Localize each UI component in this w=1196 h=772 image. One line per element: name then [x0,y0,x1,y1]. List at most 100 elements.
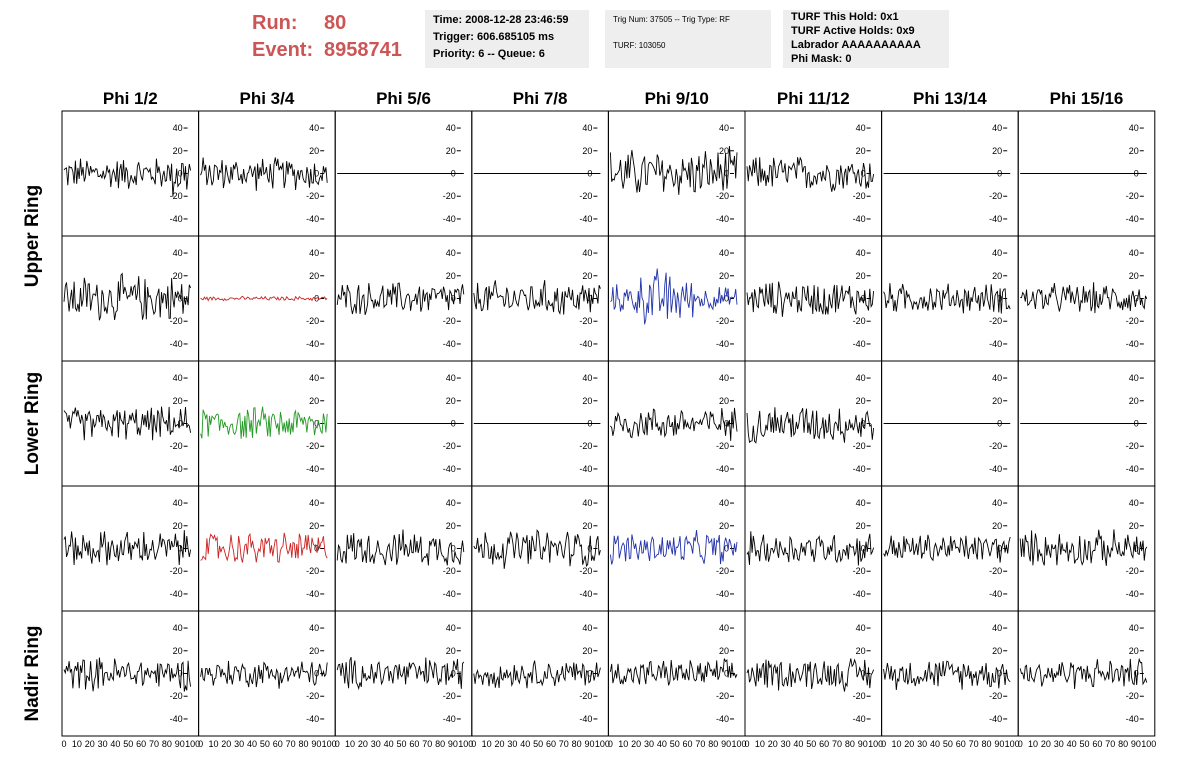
column-header: Phi 1/2 [103,89,158,108]
y-tick-label: -20 [989,316,1002,326]
panels: 40 20 0 -20 -40 40 20 0 -20 -40 40 20 0 -20 -40 40 20 0 -2… [61,110,1156,749]
waveform-line [63,530,192,566]
y-tick-label: 20 [1129,271,1139,281]
y-tick-label: 20 [856,146,866,156]
waveform-line [473,660,601,689]
y-tick-label: -20 [853,191,866,201]
y-tick-label: 20 [719,646,729,656]
y-tick-label: -20 [443,691,456,701]
x-tick-label: 30 [781,739,791,749]
y-tick-label: -20 [989,566,1002,576]
x-tick-label: 50 [670,739,680,749]
y-tick-label: 40 [992,623,1002,633]
y-tick-label: -40 [716,714,729,724]
x-tick-label: 0 [471,739,476,749]
y-tick-label: -20 [579,691,592,701]
column-header: Phi 5/6 [376,89,431,108]
x-tick-label: 30 [1054,739,1064,749]
y-tick-label: 40 [856,373,866,383]
y-tick-label: 20 [173,396,183,406]
waveform-line [336,656,465,691]
x-tick-label: 50 [943,739,953,749]
x-tick-label: 10 [482,739,492,749]
y-tick-label: 20 [719,271,729,281]
waveform-line [336,282,465,316]
y-tick-label: 40 [446,248,456,258]
y-tick-label: -40 [579,714,592,724]
waveform-line [609,530,738,565]
y-tick-label: -20 [1126,191,1139,201]
y-tick-label: 40 [719,498,729,508]
x-tick-label: 20 [358,739,368,749]
waveform-line [63,406,192,441]
column-headers: Phi 1/2 Phi 3/4 Phi 5/6 Phi 7/8 Phi 9/10 Phi … [103,89,1123,108]
waveform-line [200,406,328,439]
ring-label: Upper Ring [22,185,43,287]
trig-info-box: Trig Num: 37505 -- Trig Type: RF TURF: 1… [605,10,771,68]
x-tick-label: 70 [559,739,569,749]
y-tick-label: -40 [853,214,866,224]
x-tick-label: 100 [322,739,337,749]
y-tick-label: -40 [579,214,592,224]
y-tick-label: 0 [724,669,729,679]
y-tick-label: -20 [989,691,1002,701]
y-tick-label: 40 [446,498,456,508]
y-tick-label: -40 [1126,714,1139,724]
x-tick-label: 40 [110,739,120,749]
y-tick-label: 0 [178,419,183,429]
x-tick-label: 90 [858,739,868,749]
y-tick-label: 40 [309,248,319,258]
waveform-line [746,407,875,444]
waveform-line [883,534,1011,563]
y-tick-label: -20 [443,316,456,326]
y-tick-label: -20 [170,441,183,451]
waveform-line [1019,529,1148,566]
column-header: Phi 15/16 [1050,89,1124,108]
x-tick-label: 100 [595,739,610,749]
y-tick-label: 0 [1134,294,1139,304]
y-tick-label: -40 [579,589,592,599]
x-tick-label: 80 [1118,739,1128,749]
y-tick-label: -40 [306,714,319,724]
x-tick-label: 10 [891,739,901,749]
y-tick-label: 0 [724,294,729,304]
y-tick-label: 20 [856,521,866,531]
waveform-line [200,532,328,563]
x-tick-label: 100 [185,739,200,749]
x-tick-label: 20 [631,739,641,749]
y-tick-label: -40 [306,464,319,474]
waveform-line [200,295,328,302]
y-tick-label: -20 [1126,566,1139,576]
waveform-line [1020,282,1148,314]
y-tick-label: -40 [443,589,456,599]
run-label: Run: [252,12,298,34]
y-tick-label: 20 [582,521,592,531]
x-tick-label: 50 [1079,739,1089,749]
y-tick-label: 20 [856,396,866,406]
x-tick-label: 80 [981,739,991,749]
ring-labels: Upper Ring Lower Ring Nadir Ring [22,185,43,722]
x-tick-label: 80 [435,739,445,749]
y-tick-label: -20 [579,441,592,451]
y-tick-label: -40 [853,589,866,599]
y-tick-label: -20 [170,566,183,576]
y-tick-label: 40 [1129,498,1139,508]
y-tick-label: 40 [856,623,866,633]
x-tick-label: 40 [930,739,940,749]
y-tick-label: 20 [309,271,319,281]
time-line: Time: 2008-12-28 23:46:59 [433,14,569,26]
waveform-line [610,407,738,441]
y-tick-label: 40 [719,123,729,133]
